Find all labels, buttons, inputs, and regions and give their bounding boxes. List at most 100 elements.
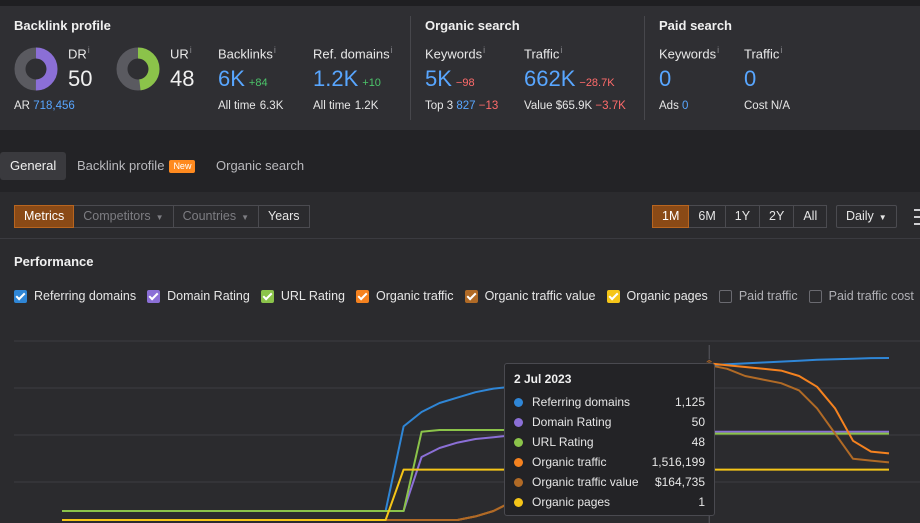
backlinks-value[interactable]: 6K +84	[218, 66, 268, 92]
organic-keywords-value[interactable]: 5K −98	[425, 66, 475, 92]
ref-domains-info-icon[interactable]: i	[390, 45, 393, 55]
tab-backlink-profile-label: Backlink profile	[77, 158, 165, 173]
range-1y-button[interactable]: 1Y	[725, 205, 761, 228]
tooltip-series-value: 1,516,199	[651, 455, 705, 469]
tooltip-series-value: 1	[698, 495, 705, 509]
tooltip-series-value: $164,735	[654, 475, 705, 489]
paid-keywords-label-text: Keywords	[659, 46, 717, 62]
ads-value[interactable]: 0	[682, 100, 689, 112]
legend-item-paid-traffic-cost[interactable]: Paid traffic cost	[808, 289, 914, 303]
performance-title: Performance	[14, 254, 94, 269]
paid-keywords-label[interactable]: Keywordsi	[659, 45, 719, 61]
organic-keywords-label[interactable]: Keywordsi	[425, 45, 485, 61]
legend-item-organic-traffic-value[interactable]: Organic traffic value	[464, 289, 596, 303]
backlinks-label[interactable]: Backlinksi	[218, 45, 276, 61]
checkbox-icon[interactable]	[606, 289, 620, 303]
menu-line	[914, 223, 920, 225]
checkbox-icon[interactable]	[14, 289, 27, 303]
paid-keywords-info-icon[interactable]: i	[717, 45, 720, 55]
checkbox-icon[interactable]	[808, 289, 822, 303]
metrics-button[interactable]: Metrics	[14, 205, 75, 228]
chevron-down-icon: ▼	[241, 213, 250, 222]
ar-value[interactable]: 718,456	[33, 100, 75, 112]
backlinks-info-icon[interactable]: i	[273, 45, 276, 55]
ar-label: AR	[14, 100, 30, 112]
legend-item-domain-rating[interactable]: Domain Rating	[147, 289, 250, 303]
top3-value[interactable]: 827	[456, 100, 476, 112]
checkbox-icon[interactable]	[464, 289, 478, 303]
dr-info-icon[interactable]: i	[87, 45, 90, 55]
tooltip-row: Organic traffic value $164,735	[514, 472, 705, 492]
checkbox-icon[interactable]	[260, 289, 274, 303]
ref-domains-alltime-label: All time	[313, 100, 351, 112]
checkbox-icon[interactable]	[718, 289, 732, 303]
range-6m-button[interactable]: 6M	[689, 205, 726, 228]
legend-item-referring-domains[interactable]: Referring domains	[14, 289, 136, 303]
organic-value-row: Value $65.9K −3.7K	[524, 100, 626, 112]
range-2y-button[interactable]: 2Y	[760, 205, 795, 228]
organic-traffic-value[interactable]: 662K −28.7K	[524, 66, 615, 92]
backlinks-alltime-label: All time	[218, 100, 256, 112]
range-1m-button[interactable]: 1M	[652, 205, 690, 228]
granularity-dropdown[interactable]: Daily ▼	[836, 205, 897, 228]
tooltip-series-name: Domain Rating	[532, 415, 612, 429]
ur-label[interactable]: URi	[170, 45, 192, 61]
dr-value: 50	[68, 66, 93, 91]
legend-item-url-rating[interactable]: URL Rating	[260, 289, 345, 303]
paid-cost-row: Cost N/A	[744, 100, 790, 112]
organic-traffic-label-text: Traffic	[524, 46, 560, 62]
backlink-profile-title: Backlink profile	[14, 18, 111, 33]
paid-traffic-value[interactable]: 0	[744, 66, 757, 91]
backlinks-delta: +84	[248, 77, 268, 89]
checkbox-icon[interactable]	[147, 289, 161, 303]
tooltip-series-name: Organic pages	[532, 495, 611, 509]
ur-label-text: UR	[170, 46, 189, 62]
tooltip-series-value: 50	[691, 415, 705, 429]
organic-traffic-info-icon[interactable]: i	[560, 45, 563, 55]
legend-item-paid-traffic[interactable]: Paid traffic	[718, 289, 798, 303]
ads-label: Ads	[659, 100, 679, 112]
tab-backlink-profile[interactable]: Backlink profile New	[67, 152, 205, 180]
checkbox-icon[interactable]	[355, 289, 369, 303]
more-vertical-icon[interactable]	[914, 209, 920, 225]
ur-donut-fill	[116, 47, 160, 91]
paid-keywords-value[interactable]: 0	[659, 66, 672, 91]
ref-domains-label[interactable]: Ref. domainsi	[313, 45, 393, 61]
menu-line	[914, 216, 920, 218]
granularity-label: Daily	[846, 209, 874, 223]
top3-delta: −13	[478, 100, 499, 112]
range-all-button[interactable]: All	[794, 205, 828, 228]
tooltip-date: 2 Jul 2023	[514, 372, 572, 386]
paid-traffic-info-icon[interactable]: i	[780, 45, 783, 55]
chart-legend: Referring domains Domain Rating URL Rating…	[14, 289, 920, 303]
paid-ads-row: Ads 0	[659, 100, 688, 112]
years-button[interactable]: Years	[259, 205, 310, 228]
granularity-select[interactable]: Daily ▼	[836, 205, 897, 228]
dr-label[interactable]: DRi	[68, 45, 90, 61]
tab-organic-search[interactable]: Organic search	[206, 152, 314, 180]
legend-label: Paid traffic	[738, 289, 798, 303]
countries-dropdown[interactable]: Countries ▼	[173, 205, 260, 228]
organic-keywords-info-icon[interactable]: i	[483, 45, 486, 55]
tab-organic-search-label: Organic search	[216, 158, 305, 173]
organic-search-title: Organic search	[425, 18, 520, 33]
legend-item-organic-traffic[interactable]: Organic traffic	[355, 289, 454, 303]
traffic-value-value: $65.9K	[555, 100, 593, 112]
legend-item-organic-pages[interactable]: Organic pages	[606, 289, 708, 303]
legend-label: Paid traffic cost	[828, 289, 914, 303]
organic-traffic-label[interactable]: Traffici	[524, 45, 562, 61]
performance-panel: Metrics Competitors ▼ Countries ▼ Years 1M…	[0, 192, 920, 523]
series-dot-icon	[514, 477, 523, 487]
tooltip-series-name: Organic traffic	[532, 455, 607, 469]
tab-general[interactable]: General	[0, 152, 67, 180]
organic-traffic-value-text: 662K	[524, 66, 576, 91]
competitors-dropdown[interactable]: Competitors ▼	[74, 205, 174, 228]
ur-info-icon[interactable]: i	[189, 45, 192, 55]
backlinks-alltime: All time 6.3K	[218, 100, 283, 112]
series-dot-icon	[514, 457, 523, 467]
paid-traffic-label[interactable]: Traffici	[744, 45, 782, 61]
divider	[410, 16, 411, 120]
cost-label: Cost	[744, 100, 768, 112]
series-dot-icon	[514, 417, 523, 427]
ref-domains-value[interactable]: 1.2K +10	[313, 66, 381, 92]
